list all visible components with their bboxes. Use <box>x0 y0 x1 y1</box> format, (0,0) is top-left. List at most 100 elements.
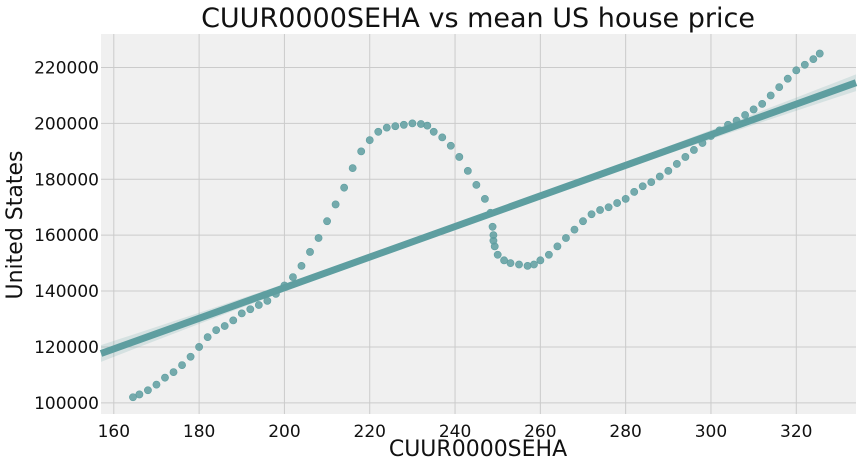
x-axis-title: CUUR0000SEHA <box>389 437 567 462</box>
data-point <box>506 259 515 268</box>
y-tick-label: 140000 <box>34 282 99 302</box>
data-point <box>672 160 681 168</box>
data-point <box>544 250 553 259</box>
data-point <box>758 99 767 108</box>
y-tick-label: 180000 <box>34 170 99 190</box>
data-point <box>331 200 340 209</box>
plot-background <box>101 34 856 414</box>
data-point <box>129 393 137 402</box>
data-point <box>357 147 366 156</box>
x-tick-label: 160 <box>98 422 130 442</box>
data-point <box>553 242 562 251</box>
data-point <box>438 133 447 142</box>
data-point <box>500 256 508 265</box>
x-tick-label: 320 <box>780 422 812 442</box>
data-point <box>229 316 238 325</box>
x-tick-label: 260 <box>524 422 556 442</box>
data-point <box>472 180 481 189</box>
data-point <box>792 66 801 75</box>
data-point <box>391 122 400 131</box>
data-point <box>374 127 383 136</box>
data-point <box>212 326 221 335</box>
data-point <box>562 234 570 242</box>
data-point <box>690 146 698 154</box>
data-point <box>621 194 630 203</box>
data-point <box>186 352 195 361</box>
chart-title: CUUR0000SEHA vs mean US house price <box>201 3 755 34</box>
data-point <box>417 120 425 128</box>
data-point <box>423 121 432 130</box>
data-point <box>446 141 455 150</box>
y-axis-title: United States <box>3 151 28 300</box>
x-tick-label: 200 <box>268 422 300 442</box>
x-tick-label: 180 <box>183 422 215 442</box>
data-point <box>135 390 144 399</box>
data-point <box>480 194 489 203</box>
x-axis-ticks: 160 180 200 220 240 260 280 300 320 <box>98 422 813 442</box>
data-point <box>399 120 408 129</box>
data-point <box>570 225 579 234</box>
data-point <box>630 187 639 196</box>
data-point <box>340 183 349 192</box>
data-point <box>455 153 464 161</box>
data-point <box>365 136 374 145</box>
data-point <box>408 119 417 128</box>
data-point <box>664 167 673 175</box>
y-tick-label: 160000 <box>34 226 99 246</box>
data-point <box>613 199 622 207</box>
data-point <box>237 309 246 318</box>
data-point <box>587 210 596 219</box>
data-point <box>220 322 229 330</box>
data-point <box>604 203 613 212</box>
data-point <box>289 273 297 281</box>
x-tick-label: 220 <box>354 422 386 442</box>
regression-line <box>99 79 858 357</box>
data-point <box>152 380 161 389</box>
data-point <box>775 83 784 91</box>
data-point <box>203 333 212 342</box>
data-point <box>638 182 647 191</box>
data-point <box>254 301 263 309</box>
data-point <box>178 361 186 370</box>
data-point <box>681 153 690 161</box>
data-point <box>493 250 502 259</box>
data-point <box>536 256 545 265</box>
data-point <box>749 105 758 114</box>
data-point <box>169 368 178 376</box>
data-point <box>297 262 306 270</box>
grid <box>101 34 856 414</box>
data-point <box>323 217 331 226</box>
data-point <box>195 343 204 351</box>
y-tick-label: 120000 <box>34 338 99 358</box>
data-point <box>523 262 532 270</box>
data-point <box>382 123 391 132</box>
data-point <box>144 386 152 395</box>
data-point <box>766 91 775 100</box>
data-point <box>314 234 323 242</box>
data-point <box>306 248 314 256</box>
x-tick-label: 300 <box>695 422 727 442</box>
data-point <box>783 74 792 83</box>
data-point <box>488 222 497 231</box>
data-point <box>515 260 523 269</box>
data-point <box>429 127 438 136</box>
y-axis-ticks: 100000 120000 140000 160000 180000 200000 2200… <box>34 59 99 414</box>
y-tick-label: 100000 <box>34 394 99 414</box>
data-point <box>246 305 255 314</box>
data-point <box>596 206 604 214</box>
data-point <box>809 55 818 64</box>
data-point <box>348 164 357 173</box>
x-tick-label: 240 <box>439 422 471 442</box>
regression-line-group <box>99 79 858 357</box>
data-point <box>530 260 538 269</box>
data-point <box>800 60 809 69</box>
data-point <box>741 111 749 119</box>
y-tick-label: 220000 <box>34 59 99 79</box>
data-point <box>490 242 499 251</box>
y-tick-label: 200000 <box>34 114 99 134</box>
data-point <box>463 167 472 175</box>
x-tick-label: 280 <box>609 422 641 442</box>
data-point <box>579 217 587 226</box>
